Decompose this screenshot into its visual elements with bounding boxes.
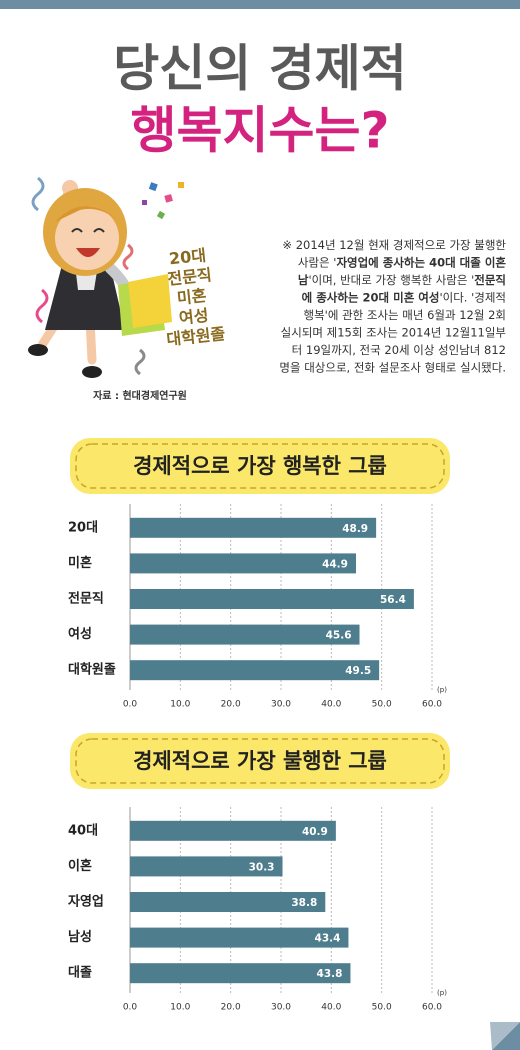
y-tick-label: 20대 [68, 520, 98, 535]
bar [130, 517, 377, 538]
paragraph-line: 남'이며, 반대로 가장 행복한 사람은 '전문직 [298, 273, 506, 287]
title-banner [70, 733, 450, 789]
paragraph-run: 전문직 [474, 273, 506, 287]
x-tick-label: 10.0 [170, 1003, 190, 1013]
title-banner [70, 438, 450, 494]
source: 자료 : 현대경제연구원 [93, 389, 187, 402]
paragraph-run: 명을 대상으로, 전화 설문조사 형태로 실시됐다. [279, 360, 506, 374]
bar [130, 624, 360, 645]
paragraph-line: 터 19일까지, 전국 20세 이상 성인남녀 812 [292, 343, 506, 357]
chart: 경제적으로 가장 행복한 그룹 0.0 10.0 20.0 30.0 40.0 50.0 60… [68, 438, 450, 710]
paragraph-line: 명을 대상으로, 전화 설문조사 형태로 실시됐다. [279, 360, 506, 374]
value-label: 43.4 [315, 933, 341, 945]
value-label: 45.6 [326, 630, 352, 642]
value-label: 44.9 [322, 558, 348, 570]
side-label-line: 대학원졸 [166, 324, 227, 349]
y-tick-label: 40대 [68, 823, 98, 838]
y-tick-label: 대학원졸 [68, 662, 116, 678]
title-line1: 당신의 경제적 [113, 40, 406, 98]
x-tick-label: 20.0 [221, 1003, 241, 1013]
value-label: 30.3 [249, 861, 275, 873]
paragraph-run: 행복'에 관한 조사는 매년 6월과 12월 2회 [304, 308, 506, 322]
paragraph-line: 에 종사하는 20대 미혼 여성'이다. '경제적 [302, 290, 506, 304]
paragraph-run: 자영업에 종사하는 40대 대졸 이혼 [336, 255, 506, 269]
paragraph-run: 에 종사하는 20대 미혼 여성 [302, 290, 440, 304]
value-label: 49.5 [345, 665, 371, 677]
x-tick-label: 10.0 [170, 700, 190, 710]
side-label-line: 여성 [178, 306, 209, 328]
value-label: 40.9 [302, 826, 328, 838]
x-tick-label: 0.0 [123, 1003, 138, 1013]
y-tick-label: 이혼 [68, 858, 92, 874]
paragraph-line: ※ 2014년 12월 현재 경제적으로 가장 불행한 [282, 238, 506, 252]
x-tick-label: 30.0 [271, 1003, 291, 1013]
y-tick-label: 자영업 [68, 895, 104, 910]
paragraph-run: '이며, 반대로 가장 행복한 사람은 ' [308, 273, 474, 287]
x-tick-label: 50.0 [372, 700, 392, 710]
x-tick-label: 20.0 [221, 700, 241, 710]
x-tick-label: 30.0 [271, 700, 291, 710]
paragraph-run: '이다. '경제적 [439, 290, 506, 304]
chart-title: 경제적으로 가장 행복한 그룹 [133, 454, 387, 478]
x-tick-label: 60.0 [422, 700, 442, 710]
x-tick-label: 0.0 [123, 700, 138, 710]
paragraph-run: 사람은 ' [298, 255, 337, 269]
paragraph-line: 실시되며 제15회 조사는 2014년 12월11일부 [281, 325, 506, 339]
value-label: 48.9 [342, 523, 368, 535]
x-tick-label: 40.0 [321, 1003, 341, 1013]
chart: 경제적으로 가장 불행한 그룹 0.0 10.0 20.0 30.0 40.0 50.0 60… [68, 733, 450, 1013]
top-stripe [0, 0, 520, 9]
y-tick-label: 전문직 [68, 591, 104, 607]
value-label: 38.8 [291, 897, 317, 909]
corner-triangle [490, 1022, 520, 1050]
value-label: 56.4 [380, 594, 406, 606]
bar [130, 892, 326, 912]
illustration [28, 176, 184, 378]
chart-title: 경제적으로 가장 불행한 그룹 [133, 749, 387, 773]
side-label-line: 전문직 [167, 265, 213, 289]
y-tick-label: 미혼 [68, 555, 92, 571]
paragraph-run: ※ 2014년 12월 현재 경제적으로 가장 불행한 [282, 238, 506, 252]
value-label: 43.8 [317, 968, 343, 980]
x-tick-label: 60.0 [422, 1003, 442, 1013]
y-tick-label: 여성 [68, 626, 92, 642]
side-label-line: 20대 [168, 246, 207, 269]
y-tick-label: 대졸 [68, 966, 92, 981]
bar [130, 820, 336, 841]
bar [130, 553, 356, 574]
bar [130, 660, 380, 681]
paragraph-line: 사람은 '자영업에 종사하는 40대 대졸 이혼 [298, 255, 507, 269]
bar [130, 856, 283, 877]
unit-label: (p) [437, 686, 447, 694]
title-banner-border [75, 738, 445, 784]
paragraph-run: 실시되며 제15회 조사는 2014년 12월11일부 [281, 325, 506, 339]
title-banner-border [75, 443, 445, 489]
paragraph-run: 터 19일까지, 전국 20세 이상 성인남녀 812 [292, 343, 506, 357]
x-tick-label: 50.0 [372, 1003, 392, 1013]
side-label-line: 미혼 [176, 286, 208, 308]
unit-label: (p) [437, 989, 447, 997]
paragraph-line: 행복'에 관한 조사는 매년 6월과 12월 2회 [304, 308, 506, 322]
paragraph-run: 남 [298, 273, 309, 287]
bar [130, 963, 351, 984]
y-tick-label: 남성 [68, 929, 92, 945]
x-tick-label: 40.0 [321, 700, 341, 710]
title-line2: 행복지수는? [130, 102, 389, 160]
bar [130, 927, 349, 948]
bar [130, 589, 414, 609]
